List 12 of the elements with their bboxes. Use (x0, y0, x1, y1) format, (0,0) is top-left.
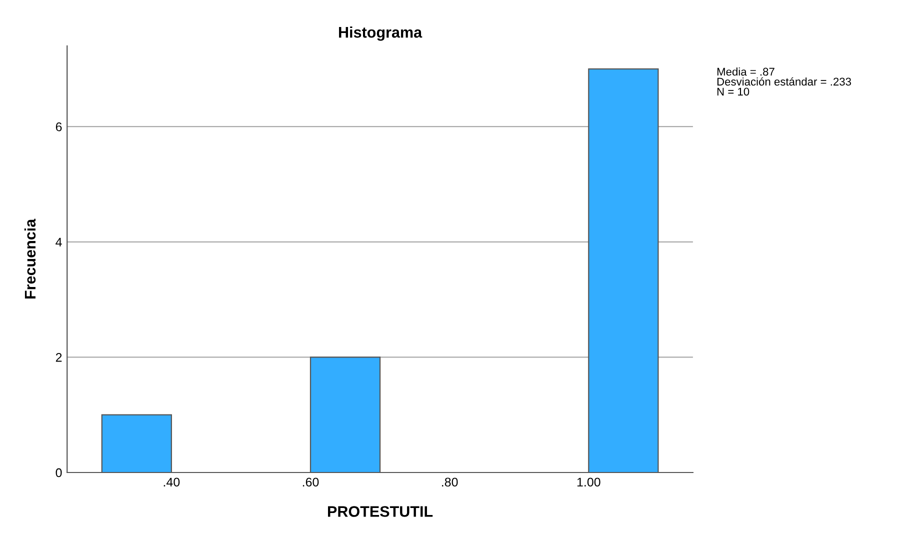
x-axis-title: PROTESTUTIL (328, 506, 433, 517)
x-tick-label: 1.00 (577, 478, 600, 487)
y-axis-title: Frecuencia (24, 218, 36, 299)
y-tick-label: 0 (56, 468, 62, 478)
x-tick-label: .40 (164, 478, 180, 487)
y-tick-label: 4 (56, 238, 62, 246)
x-tick-label: .80 (442, 478, 458, 487)
x-tick-label: .60 (302, 478, 319, 487)
chart-title: Histograma (339, 26, 422, 41)
y-tick-label: 2 (56, 353, 62, 362)
text: Media = .87 Desviación estándar = .233 N = 10 (717, 68, 852, 96)
y-tick-label: 6 (56, 122, 62, 132)
